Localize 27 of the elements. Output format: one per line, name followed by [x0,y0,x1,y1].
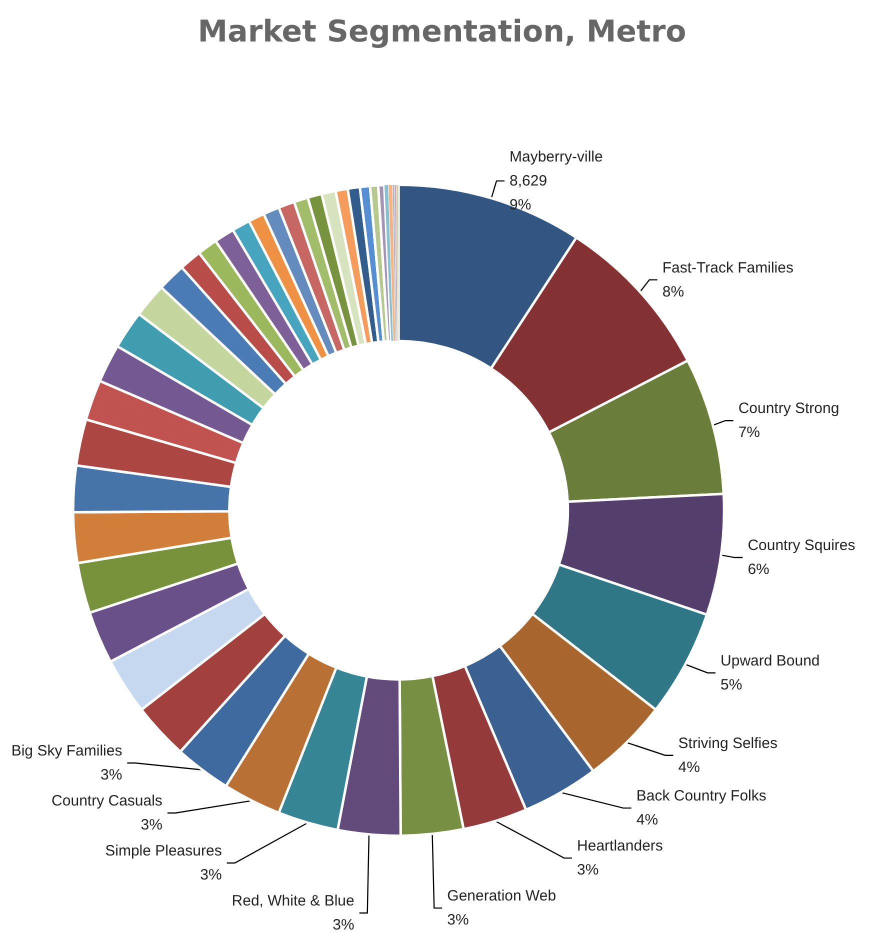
data-label: 3% [200,866,222,884]
slice-label: Generation Web [447,888,556,905]
data-label: 8% [662,283,684,300]
slice-label: Upward Bound [720,652,820,670]
slice-label: Back Country Folks [636,788,766,805]
data-label: 8,629 9% [510,172,548,214]
slice-label: Country Casuals [52,792,162,810]
slice-label: Heartlanders [577,838,663,855]
data-label: 6% [748,561,770,578]
data-label: 7% [738,424,760,442]
data-label: 4% [636,812,658,829]
data-label: 5% [720,676,742,694]
data-label: 3% [100,766,122,784]
slice-label: Simple Pleasures [105,842,222,860]
slice-label: Country Strong [738,400,840,418]
data-label: 3% [140,816,162,834]
data-label: 3% [577,862,599,879]
data-label: 4% [678,758,700,776]
slice-label: Country Squires [748,537,856,554]
slice-label: Striving Selfies [678,734,778,752]
slice-label: Red, White & Blue [232,892,354,910]
data-label: 3% [332,916,354,934]
slice-label: Fast-Track Families [662,259,794,276]
slice-label: Big Sky Families [11,742,122,760]
data-label: 3% [447,912,469,929]
slice-label: Mayberry-ville [510,148,603,166]
chart-title: Market Segmentation, Metro [198,14,686,50]
